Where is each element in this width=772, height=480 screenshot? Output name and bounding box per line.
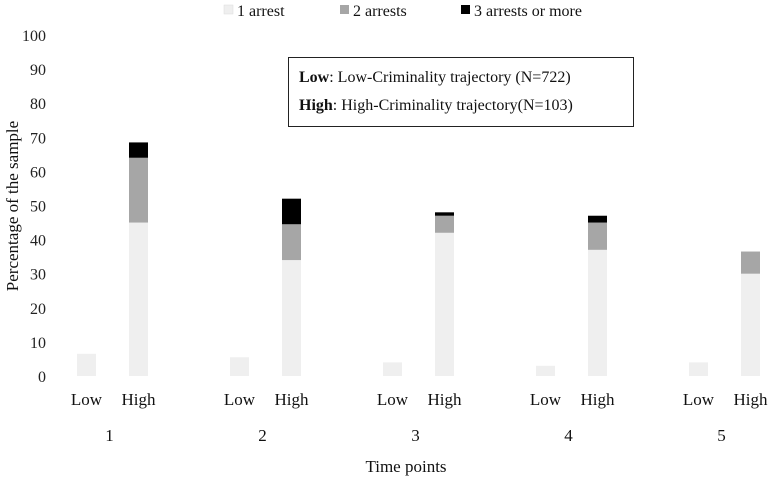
legend-label-1-arrest: 1 arrest [237, 3, 285, 20]
bars [77, 142, 760, 376]
low-key-line: Low: Low-Criminality trajectory (N=722) [299, 64, 633, 92]
legend-swatch-2-arrests [340, 5, 349, 14]
x-timepoint-label-5: 5 [717, 426, 726, 445]
bar-1-arrest-low-1 [77, 353, 96, 376]
bar-1-arrest-high-3 [435, 232, 454, 376]
legend-swatch-1-arrest [223, 4, 234, 15]
x-group-label-high-2: High [275, 390, 310, 409]
y-axis: 0 10 20 30 40 50 60 70 80 90 100 [22, 28, 46, 386]
y-tick-label-0: 0 [38, 369, 46, 386]
bar-1-arrest-high-2 [282, 260, 301, 376]
x-timepoint-label-3: 3 [411, 426, 420, 445]
legend-label-3-arrests-or-more: 3 arrests or more [474, 3, 582, 20]
x-group-label-high-5: High [734, 390, 769, 409]
y-tick-label-100: 100 [22, 28, 46, 45]
y-tick-label-90: 90 [30, 62, 46, 79]
low-key-text: : Low-Criminality trajectory (N=722) [329, 69, 571, 86]
y-axis-title: Percentage of the sample [3, 121, 22, 291]
x-group-label-high-1: High [122, 390, 157, 409]
trajectory-key-box: Low: Low-Criminality trajectory (N=722) … [288, 57, 634, 127]
bar-1-arrest-high-4 [588, 249, 607, 376]
legend-label-2-arrests: 2 arrests [353, 3, 407, 20]
y-tick-label-40: 40 [30, 233, 46, 250]
high-key-text: : High-Criminality trajectory(N=103) [332, 97, 573, 114]
x-axis-title: Time points [365, 457, 446, 476]
bar-1-arrest-low-2 [230, 357, 249, 376]
bar-2-arrests-high-5 [741, 251, 760, 274]
bar-1-arrest-low-5 [689, 362, 708, 376]
bar-3-arrests-or-more-high-4 [588, 215, 607, 223]
x-group-label-low-1: Low [71, 390, 103, 409]
y-tick-label-60: 60 [30, 164, 46, 181]
x-group-label-low-3: Low [377, 390, 409, 409]
x-group-label-low-2: Low [224, 390, 256, 409]
bar-3-arrests-or-more-high-3 [435, 212, 454, 216]
bar-3-arrests-or-more-high-1 [129, 142, 148, 158]
y-tick-label-10: 10 [30, 335, 46, 352]
x-timepoint-label-1: 1 [105, 426, 114, 445]
bar-2-arrests-high-3 [435, 215, 454, 233]
x-group-label-high-3: High [428, 390, 463, 409]
x-group-label-low-5: Low [683, 390, 715, 409]
bar-1-arrest-high-5 [741, 273, 760, 376]
bar-3-arrests-or-more-high-2 [282, 198, 301, 225]
high-key-label: High [299, 97, 333, 114]
bar-2-arrests-high-1 [129, 157, 148, 223]
y-tick-label-80: 80 [30, 96, 46, 113]
y-tick-label-70: 70 [30, 130, 46, 147]
y-tick-label-30: 30 [30, 267, 46, 284]
y-tick-label-50: 50 [30, 199, 46, 216]
bar-2-arrests-high-4 [588, 222, 607, 250]
x-timepoint-label-4: 4 [564, 426, 573, 445]
low-key-label: Low [299, 69, 330, 86]
x-group-label-low-4: Low [530, 390, 562, 409]
bar-1-arrest-low-3 [383, 362, 402, 376]
bar-1-arrest-low-4 [536, 365, 555, 376]
x-group-label-high-4: High [581, 390, 616, 409]
high-key-line: High: High-Criminality trajectory(N=103) [299, 92, 633, 120]
x-timepoint-label-2: 2 [258, 426, 267, 445]
y-tick-label-20: 20 [30, 301, 46, 318]
legend-swatch-3-arrests-or-more [461, 5, 470, 14]
legend: 1 arrest 2 arrests 3 arrests or more [223, 3, 582, 20]
bar-1-arrest-high-1 [129, 222, 148, 376]
bar-2-arrests-high-2 [282, 224, 301, 261]
